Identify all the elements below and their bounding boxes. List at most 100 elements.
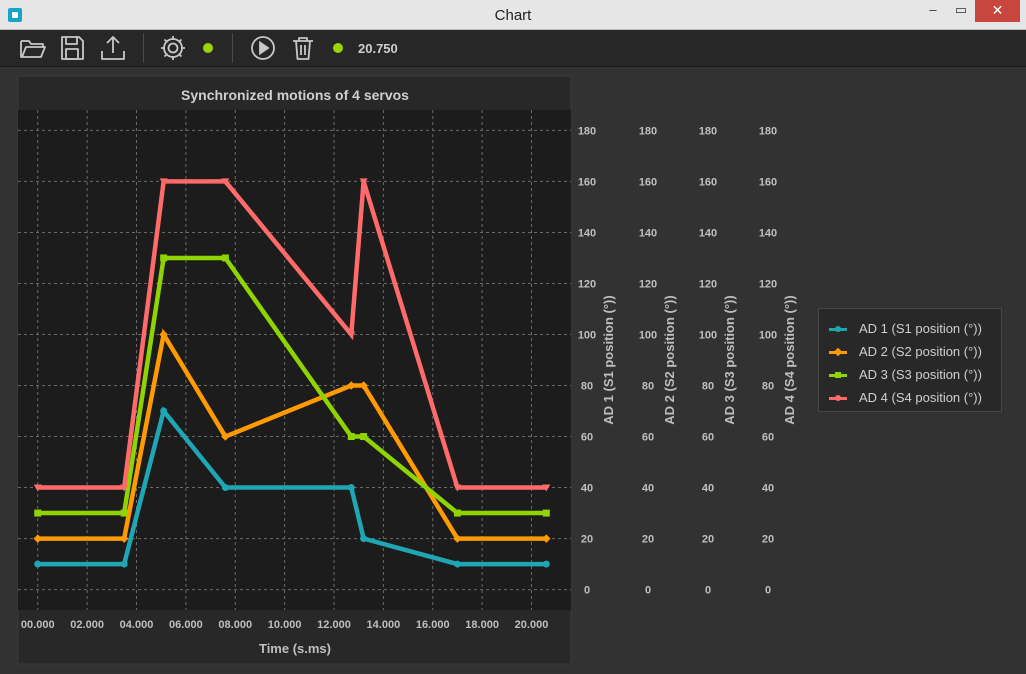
y-tick-label: 180 <box>699 125 717 137</box>
x-tick-label: 18.000 <box>465 619 499 631</box>
chart-title: Synchronized motions of 4 servos <box>181 87 409 103</box>
data-point <box>120 509 128 517</box>
open-folder-icon[interactable] <box>18 33 48 63</box>
gear-icon[interactable] <box>158 33 188 63</box>
y-tick-label: 60 <box>762 432 774 444</box>
y-tick-label: 40 <box>642 483 654 495</box>
y-tick-label: 120 <box>578 278 596 290</box>
chart-legend: AD 1 (S1 position (°)) AD 2 (S2 position… <box>818 308 1002 412</box>
status-indicator-dot <box>203 43 213 53</box>
y-tick-label: 140 <box>759 227 777 239</box>
legend-marker <box>835 395 841 401</box>
window-titlebar: Chart – ▭ ✕ <box>0 0 1026 30</box>
y-axis-3: 0 20 40 60 80 100 120 140 160 180 AD 3 (S3 positio… <box>699 125 737 596</box>
data-point <box>221 432 230 441</box>
y-axis-2: 0 20 40 60 80 100 120 140 160 180 AD 2 (S2 positio… <box>639 125 677 596</box>
series-line <box>37 255 547 516</box>
data-point <box>221 254 229 262</box>
x-tick-label: 20.000 <box>515 619 549 631</box>
data-point <box>347 381 356 390</box>
series-3 <box>34 254 550 517</box>
y-tick-label: 60 <box>581 432 593 444</box>
save-icon[interactable] <box>57 33 87 63</box>
data-point <box>347 433 355 441</box>
trash-icon[interactable] <box>288 33 318 63</box>
y-tick-label: 80 <box>642 381 654 393</box>
data-point <box>360 535 368 543</box>
close-button[interactable]: ✕ <box>975 0 1020 22</box>
y-tick-label: 160 <box>699 176 717 188</box>
legend-label: AD 1 (S1 position (°)) <box>859 321 982 336</box>
data-point <box>453 509 461 517</box>
y-tick-label: 180 <box>759 125 777 137</box>
y-axis-4: 0 20 40 60 80 100 120 140 160 180 AD 4 (S4 positio… <box>759 125 797 596</box>
toolbar-separator <box>232 33 233 63</box>
data-point <box>221 484 229 492</box>
plot-area <box>18 110 571 610</box>
x-tick-label: 10.000 <box>268 619 302 631</box>
y-axis-1: 0 20 40 60 80 100 120 140 160 180 AD 1 (S1 positio… <box>578 125 616 596</box>
legend-item: AD 1 (S1 position (°)) <box>827 320 1003 338</box>
y-tick-label: 140 <box>639 227 657 239</box>
x-tick-label: 16.000 <box>416 619 450 631</box>
x-tick-label: 06.000 <box>169 619 203 631</box>
y-axis-label: AD 3 (S3 position (°)) <box>722 295 737 424</box>
series-line <box>37 179 547 490</box>
y-tick-label: 60 <box>702 432 714 444</box>
data-point <box>159 330 168 339</box>
y-tick-label: 40 <box>702 483 714 495</box>
series-1 <box>34 406 550 568</box>
y-tick-label: 120 <box>699 278 717 290</box>
y-tick-label: 60 <box>642 432 654 444</box>
y-tick-label: 160 <box>578 176 596 188</box>
x-tick-label: 14.000 <box>367 619 401 631</box>
minimize-button[interactable]: – <box>929 2 937 17</box>
x-tick-label: 00.000 <box>21 619 55 631</box>
data-point <box>120 560 128 568</box>
legend-marker <box>835 326 841 332</box>
y-tick-label: 80 <box>762 381 774 393</box>
toolbar-separator <box>143 33 144 63</box>
y-tick-label: 140 <box>578 227 596 239</box>
data-point <box>221 178 230 186</box>
y-axis-label: AD 1 (S1 position (°)) <box>601 295 616 424</box>
y-tick-label: 0 <box>765 585 771 597</box>
legend-marker <box>835 372 841 378</box>
toolbar <box>0 30 1026 67</box>
y-axis-label: AD 2 (S2 position (°)) <box>662 295 677 424</box>
data-point <box>33 484 42 492</box>
time-readout: 20.750 <box>358 41 398 56</box>
x-tick-label: 08.000 <box>218 619 252 631</box>
data-point <box>542 534 551 543</box>
data-point <box>453 534 462 543</box>
y-tick-label: 180 <box>639 125 657 137</box>
legend-item: AD 2 (S2 position (°)) <box>827 343 1003 361</box>
data-point <box>160 254 168 262</box>
legend-item: AD 4 (S4 position (°)) <box>827 389 1003 407</box>
data-point <box>347 331 356 339</box>
data-point <box>160 407 168 415</box>
y-tick-label: 0 <box>705 585 711 597</box>
y-tick-label: 0 <box>645 585 651 597</box>
series-group <box>33 178 551 568</box>
play-icon[interactable] <box>248 33 278 63</box>
app-icon <box>8 8 22 22</box>
grid <box>18 110 571 610</box>
y-tick-label: 100 <box>578 329 596 341</box>
y-tick-label: 100 <box>699 329 717 341</box>
x-tick-label: 04.000 <box>120 619 154 631</box>
export-icon[interactable] <box>98 33 128 63</box>
x-tick-label: 02.000 <box>70 619 104 631</box>
data-point <box>542 484 551 492</box>
maximize-button[interactable]: ▭ <box>954 2 968 17</box>
data-point <box>347 484 355 492</box>
data-point <box>34 509 42 517</box>
y-axis-label: AD 4 (S4 position (°)) <box>782 295 797 424</box>
data-point <box>542 509 550 517</box>
legend-label: AD 2 (S2 position (°)) <box>859 344 982 359</box>
y-tick-label: 20 <box>702 534 714 546</box>
y-tick-label: 20 <box>642 534 654 546</box>
series-line <box>37 406 547 567</box>
legend-marker <box>833 347 843 357</box>
